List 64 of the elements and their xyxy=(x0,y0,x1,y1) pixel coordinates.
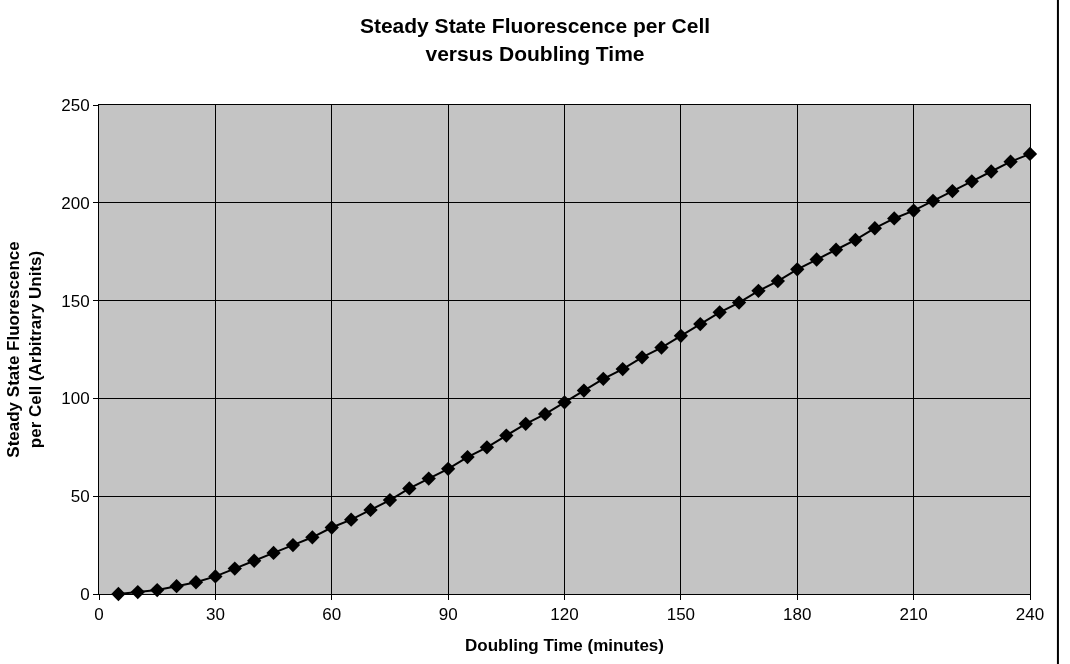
x-tick-label: 0 xyxy=(94,605,104,625)
x-tick-label: 90 xyxy=(438,605,458,625)
point xyxy=(266,545,281,561)
point xyxy=(906,203,921,218)
point xyxy=(809,252,824,267)
point xyxy=(421,471,436,486)
point xyxy=(964,174,979,189)
point xyxy=(440,461,456,476)
point xyxy=(169,579,184,594)
point xyxy=(499,428,514,443)
point xyxy=(615,361,630,377)
y-tick-label: 200 xyxy=(61,193,90,213)
point xyxy=(654,340,669,355)
point xyxy=(285,537,301,553)
point xyxy=(634,350,650,365)
point xyxy=(848,232,863,248)
point xyxy=(305,530,320,545)
point xyxy=(1003,154,1018,169)
chart-title: Steady State Fluorescence per Cell versus Doubling Time xyxy=(359,14,711,65)
point xyxy=(518,416,533,431)
point xyxy=(479,440,495,455)
y-tick-label: 150 xyxy=(61,291,90,311)
point xyxy=(537,406,553,422)
point xyxy=(790,262,805,277)
point xyxy=(460,449,475,465)
x-tick-label: 150 xyxy=(666,605,696,625)
x-tick-label: 60 xyxy=(322,605,342,625)
x-tick-label: 180 xyxy=(783,605,812,625)
point xyxy=(208,569,223,584)
point xyxy=(731,295,747,310)
point xyxy=(712,305,727,320)
point xyxy=(693,316,708,332)
point xyxy=(867,221,882,236)
point xyxy=(576,383,592,398)
point xyxy=(324,520,339,535)
y-tick-label: 0 xyxy=(80,584,90,604)
point xyxy=(382,492,398,508)
point xyxy=(984,164,999,179)
point xyxy=(770,273,785,289)
point xyxy=(344,512,359,527)
x-tick-label: 30 xyxy=(205,605,225,625)
y-tick-label: 50 xyxy=(70,487,90,507)
x-tick-label: 210 xyxy=(899,605,928,625)
point xyxy=(227,561,242,576)
point xyxy=(1022,146,1038,162)
point xyxy=(673,328,689,343)
x-tick-label: 120 xyxy=(550,605,579,625)
point xyxy=(945,183,960,199)
x-axis-title: Doubling Time (minutes) xyxy=(465,635,664,655)
point xyxy=(188,575,204,590)
point xyxy=(402,481,417,496)
point xyxy=(828,242,844,257)
point xyxy=(751,283,766,298)
point xyxy=(557,395,572,410)
point xyxy=(925,193,941,208)
point xyxy=(596,371,611,386)
point xyxy=(150,582,165,598)
y-tick-label: 100 xyxy=(61,389,90,409)
point xyxy=(887,211,902,226)
point xyxy=(363,502,378,518)
y-tick-label: 250 xyxy=(61,95,90,115)
x-tick-label: 240 xyxy=(1015,605,1045,625)
point xyxy=(247,553,262,568)
y-axis-title: Steady State Fluorescence per Cell (Arbitrary Units) xyxy=(3,241,45,458)
